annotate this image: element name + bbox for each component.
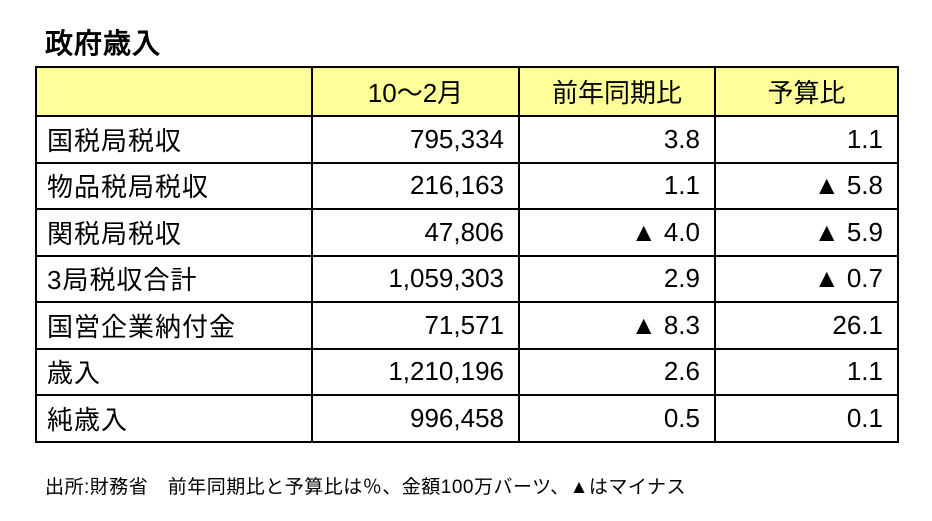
page-title: 政府歳入	[45, 28, 162, 59]
row-label: 国税局税収	[35, 115, 313, 164]
table-header-row: 10～2月 前年同期比 予算比	[35, 66, 899, 117]
budget-value: 1.1	[714, 115, 899, 164]
row-label: 歳入	[35, 347, 313, 396]
row-label: 純歳入	[35, 394, 313, 443]
budget-value: 26.1	[714, 301, 899, 350]
header-period: 10～2月	[311, 66, 520, 117]
yoy-value: ▲ 4.0	[518, 208, 716, 257]
period-value: 47,806	[311, 208, 520, 257]
budget-value: 1.1	[714, 347, 899, 396]
row-label: 物品税局税収	[35, 161, 313, 210]
government-revenue-table: 10～2月 前年同期比 予算比 国税局税収 795,334 3.8 1.1 物品…	[35, 66, 899, 443]
table-row: 関税局税収 47,806 ▲ 4.0 ▲ 5.9	[35, 208, 899, 257]
period-value: 1,059,303	[311, 254, 520, 303]
budget-value: ▲ 5.8	[714, 161, 899, 210]
yoy-value: 1.1	[518, 161, 716, 210]
yoy-value: 0.5	[518, 394, 716, 443]
budget-value: 0.1	[714, 394, 899, 443]
table-row: 国税局税収 795,334 3.8 1.1	[35, 115, 899, 164]
source-footnote: 出所:財務省 前年同期比と予算比は％、金額100万バーツ、▲はマイナス	[45, 477, 687, 498]
yoy-value: 3.8	[518, 115, 716, 164]
period-value: 216,163	[311, 161, 520, 210]
yoy-value: 2.6	[518, 347, 716, 396]
row-label: 国営企業納付金	[35, 301, 313, 350]
yoy-value: ▲ 8.3	[518, 301, 716, 350]
yoy-value: 2.9	[518, 254, 716, 303]
table-row: 物品税局税収 216,163 1.1 ▲ 5.8	[35, 161, 899, 210]
header-budget-ratio: 予算比	[714, 66, 899, 117]
header-yoy: 前年同期比	[518, 66, 716, 117]
row-label: 3局税収合計	[35, 254, 313, 303]
header-empty-cell	[35, 66, 313, 117]
table-row: 純歳入 996,458 0.5 0.1	[35, 394, 899, 443]
period-value: 71,571	[311, 301, 520, 350]
budget-value: ▲ 0.7	[714, 254, 899, 303]
table-row: 国営企業納付金 71,571 ▲ 8.3 26.1	[35, 301, 899, 350]
period-value: 1,210,196	[311, 347, 520, 396]
table-row: 3局税収合計 1,059,303 2.9 ▲ 0.7	[35, 254, 899, 303]
period-value: 795,334	[311, 115, 520, 164]
budget-value: ▲ 5.9	[714, 208, 899, 257]
row-label: 関税局税収	[35, 208, 313, 257]
period-value: 996,458	[311, 394, 520, 443]
table-row: 歳入 1,210,196 2.6 1.1	[35, 347, 899, 396]
